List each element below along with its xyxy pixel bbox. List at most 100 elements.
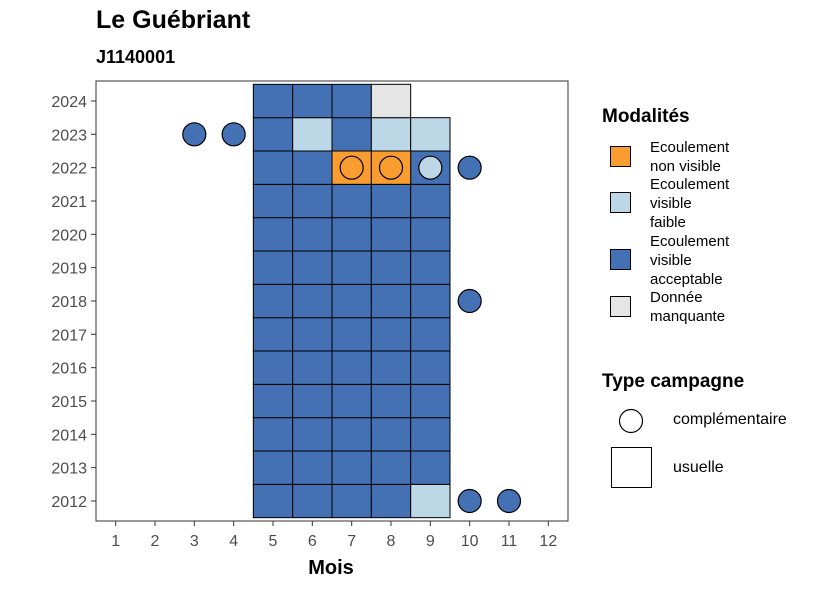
tile-2022-5 — [252, 150, 294, 185]
tile-2024-6 — [292, 83, 333, 119]
tile-2021-7 — [331, 183, 372, 219]
tile-2023-6 — [292, 117, 333, 152]
x-tick-label-6: 6 — [308, 533, 317, 550]
y-tick-label-2024: 2024 — [51, 94, 87, 111]
point-2012-11 — [496, 488, 522, 514]
x-tick-label-10: 10 — [461, 533, 479, 550]
tile-2012-6 — [292, 483, 333, 519]
y-tick-label-2016: 2016 — [51, 361, 87, 378]
legend-swatch-acceptable — [610, 249, 631, 270]
tile-2022-6 — [292, 150, 333, 185]
legend-circle-icon — [618, 408, 644, 434]
tile-2021-6 — [292, 183, 333, 219]
tile-2014-7 — [331, 417, 372, 452]
tile-2016-9 — [410, 350, 451, 385]
point-2022-8 — [378, 155, 404, 180]
tile-2017-6 — [292, 317, 333, 352]
tile-2016-5 — [252, 350, 294, 385]
x-tick-label-1: 1 — [111, 533, 120, 550]
tile-2023-5 — [252, 117, 294, 152]
tile-2012-5 — [252, 483, 294, 519]
tile-2015-8 — [370, 383, 412, 419]
legend-swatch-non-visible — [610, 146, 631, 167]
y-tick-label-2017: 2017 — [51, 327, 87, 344]
y-tick-label-2012: 2012 — [51, 494, 87, 511]
y-tick-label-2022: 2022 — [51, 161, 87, 178]
point-2023-3 — [182, 122, 207, 147]
point-2012-10 — [457, 488, 482, 514]
chart-subtitle: J1140001 — [96, 47, 176, 67]
y-tick-label-2019: 2019 — [51, 261, 87, 278]
tile-2015-5 — [252, 383, 294, 419]
tile-2013-7 — [331, 450, 372, 485]
legend-fill-title: Modalités — [602, 106, 690, 127]
tile-2023-7 — [331, 117, 372, 152]
legend-swatch-faible — [610, 192, 631, 213]
tile-2012-8 — [370, 483, 412, 519]
x-tick-label-11: 11 — [501, 533, 518, 550]
y-tick-label-2023: 2023 — [51, 127, 87, 144]
x-tick-label-5: 5 — [269, 533, 278, 550]
tile-2018-8 — [370, 283, 412, 319]
legend-label-non-visible: Ecoulement non visible — [650, 139, 730, 175]
tile-2024-5 — [252, 83, 294, 119]
tile-2017-8 — [370, 317, 412, 352]
legend-label-complementaire: complémentaire — [673, 411, 787, 428]
tile-2015-9 — [410, 383, 451, 419]
tile-2020-7 — [331, 217, 372, 252]
tile-2023-8 — [370, 117, 412, 152]
tile-2014-6 — [292, 417, 333, 452]
y-tick-label-2018: 2018 — [51, 294, 87, 311]
chart-title: Le Guébriant — [96, 6, 251, 34]
x-axis-label: Mois — [308, 557, 354, 579]
tile-2018-6 — [292, 283, 333, 319]
legend-label-manquante: Donnée manquante — [650, 289, 726, 325]
x-tick-label-7: 7 — [347, 533, 356, 550]
point-2022-9 — [418, 155, 443, 180]
tile-2020-8 — [370, 217, 412, 252]
tile-2016-8 — [370, 350, 412, 385]
legend-shape-title: Type campagne — [602, 371, 745, 392]
tile-2014-9 — [410, 417, 451, 452]
point-2022-7 — [339, 155, 364, 180]
tile-2013-6 — [292, 450, 333, 485]
tile-2019-5 — [252, 250, 294, 285]
tile-2019-9 — [410, 250, 451, 285]
tile-2017-7 — [331, 317, 372, 352]
tile-2024-7 — [331, 83, 372, 119]
tile-2019-6 — [292, 250, 333, 285]
point-2018-10 — [457, 288, 482, 314]
x-tick-label-4: 4 — [229, 533, 238, 550]
y-tick-label-2021: 2021 — [51, 194, 87, 211]
tile-2018-5 — [252, 283, 294, 319]
y-tick-label-2015: 2015 — [51, 394, 87, 411]
x-tick-label-8: 8 — [387, 533, 396, 550]
tile-2024-8 — [370, 83, 412, 119]
y-tick-label-2013: 2013 — [51, 461, 87, 478]
tile-2014-8 — [370, 417, 412, 452]
tile-2018-9 — [410, 283, 451, 319]
tile-2013-9 — [410, 450, 451, 485]
legend-square-icon — [611, 447, 652, 488]
tile-2017-5 — [252, 317, 294, 352]
legend-swatch-manquante — [610, 296, 631, 317]
tile-2017-9 — [410, 317, 451, 352]
tile-2016-7 — [331, 350, 372, 385]
point-2023-4 — [221, 122, 246, 147]
x-tick-label-3: 3 — [190, 533, 199, 550]
tile-2018-7 — [331, 283, 372, 319]
tile-2023-9 — [410, 117, 451, 152]
tile-2021-5 — [252, 183, 294, 219]
tile-2013-5 — [252, 450, 294, 485]
x-tick-label-12: 12 — [539, 533, 557, 550]
legend-label-faible: Ecoulement visible faible — [650, 176, 730, 231]
tile-2016-6 — [292, 350, 333, 385]
tile-2012-9 — [410, 483, 451, 519]
tile-2021-9 — [410, 183, 451, 219]
y-tick-label-2020: 2020 — [51, 227, 87, 244]
tile-2020-6 — [292, 217, 333, 252]
tile-2019-7 — [331, 250, 372, 285]
tile-2015-6 — [292, 383, 333, 419]
tile-2021-8 — [370, 183, 412, 219]
